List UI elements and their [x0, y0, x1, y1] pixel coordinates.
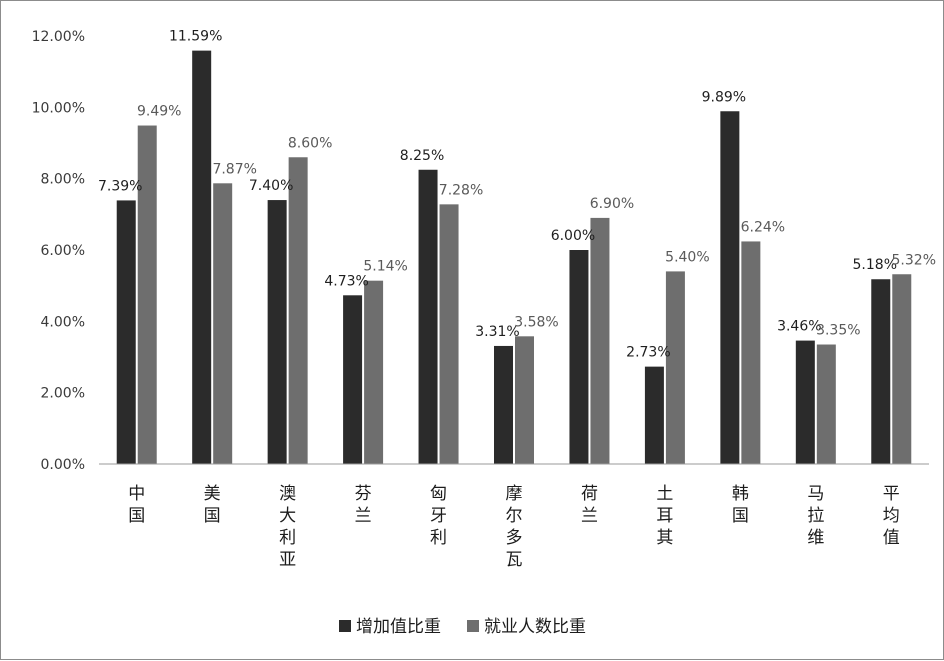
legend-swatch — [467, 620, 479, 632]
value-label-value-added: 7.39% — [98, 178, 142, 194]
value-label-value-added: 5.18% — [853, 257, 897, 273]
y-tick-label: 2.00% — [41, 386, 85, 402]
category-label: 芬兰 — [355, 484, 372, 526]
value-label-employment: 3.58% — [514, 314, 558, 330]
category-label: 土耳其 — [656, 484, 673, 548]
bar-value-added — [267, 200, 287, 465]
value-label-value-added: 7.40% — [249, 178, 293, 194]
bar-value-added — [795, 340, 815, 464]
legend-label: 就业人数比重 — [484, 617, 586, 637]
category-label: 马拉维 — [807, 484, 824, 548]
bar-value-added — [644, 366, 664, 464]
bar-employment — [590, 217, 610, 464]
value-label-employment: 5.32% — [892, 252, 936, 268]
legend-swatch — [339, 620, 351, 632]
value-label-value-added: 8.25% — [400, 148, 444, 164]
bar-employment — [213, 183, 233, 464]
bar-value-added — [871, 279, 891, 464]
bars: 7.39% 9.49% 11.59% 7.87%7.40% 8.60% 4.73%5.14… — [98, 29, 936, 465]
value-label-employment: 7.28% — [439, 182, 483, 198]
bar-value-added — [494, 345, 513, 464]
bar-employment — [288, 157, 308, 464]
bar-employment — [137, 125, 157, 465]
value-label-employment: 6.24% — [741, 219, 785, 235]
bar-value-added — [418, 169, 438, 464]
y-axis: 0.00% 2.00% 4.00% 6.00% 8.00% 10.00% 12.00% — [32, 29, 85, 473]
y-tick-label: 0.00% — [41, 457, 85, 473]
legend-label: 增加值比重 — [356, 617, 441, 637]
value-label-employment: 5.40% — [665, 249, 709, 265]
category-label: 摩尔多瓦 — [506, 484, 523, 570]
value-label-value-added: 9.89% — [702, 89, 746, 105]
y-tick-label: 6.00% — [41, 243, 85, 259]
legend: 增加值比重 就业人数比重 — [339, 617, 586, 637]
value-label-value-added: 11.59% — [169, 29, 222, 45]
value-label-value-added: 2.73% — [626, 345, 670, 361]
category-label: 匈牙利 — [430, 484, 447, 548]
bar-value-added — [720, 111, 740, 465]
x-axis: 中国 美国 澳大利亚 芬兰 匈牙利 摩尔多瓦 荷兰 土耳其 韩国 马拉维 平均值 — [99, 463, 929, 570]
bar-employment — [515, 336, 534, 464]
category-label: 平均值 — [883, 484, 900, 548]
bar-value-added — [569, 250, 589, 464]
category-label: 澳大利亚 — [279, 484, 296, 570]
value-label-value-added: 3.46% — [777, 319, 821, 335]
category-label: 荷兰 — [581, 484, 598, 526]
bar-value-added — [192, 50, 212, 465]
value-label-value-added: 4.73% — [324, 273, 368, 289]
value-label-employment: 9.49% — [137, 104, 181, 120]
value-label-employment: 8.60% — [288, 135, 332, 151]
bar-employment — [439, 204, 459, 464]
bar-employment — [816, 344, 836, 464]
bar-employment — [892, 274, 912, 464]
y-tick-label: 8.00% — [41, 172, 85, 188]
value-label-employment: 5.14% — [363, 259, 407, 275]
category-label: 中国 — [128, 484, 145, 526]
bar-employment — [665, 271, 685, 464]
bar-employment — [741, 241, 761, 464]
bar-value-added — [116, 200, 136, 464]
bar-value-added — [343, 295, 363, 464]
category-label: 韩国 — [732, 484, 749, 526]
y-tick-label: 4.00% — [41, 314, 85, 330]
y-tick-label: 12.00% — [32, 29, 85, 45]
value-label-value-added: 3.31% — [475, 324, 519, 340]
value-label-employment: 7.87% — [212, 161, 256, 177]
value-label-value-added: 6.00% — [551, 228, 595, 244]
value-label-employment: 3.35% — [816, 323, 860, 339]
value-label-employment: 6.90% — [590, 196, 634, 212]
y-tick-label: 10.00% — [32, 100, 85, 116]
category-label: 美国 — [204, 484, 221, 526]
bar-employment — [364, 280, 384, 464]
